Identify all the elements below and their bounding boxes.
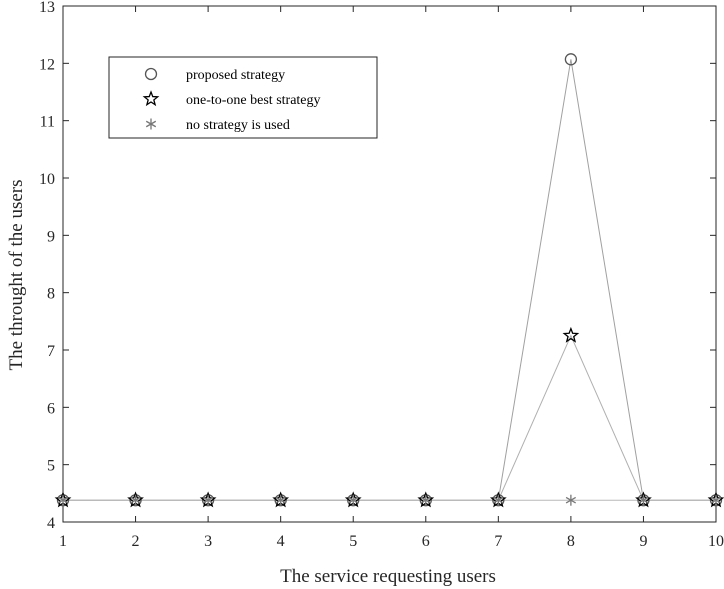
- x-tick-label: 1: [59, 533, 67, 550]
- y-tick-label: 11: [40, 114, 55, 131]
- series-2-point: [275, 494, 286, 506]
- series-2-point: [493, 494, 504, 506]
- x-tick-label: 10: [708, 533, 724, 550]
- series-2-point-shape: [493, 496, 504, 504]
- series-2-point-shape: [130, 496, 141, 504]
- x-tick-label: 5: [349, 533, 357, 550]
- y-tick-label: 12: [39, 56, 55, 73]
- x-tick-label: 6: [422, 533, 430, 550]
- series-2-point: [420, 494, 431, 506]
- x-axis-title: The service requesting users: [280, 566, 496, 587]
- series-2-point: [57, 494, 69, 506]
- series-0-point-shape: [564, 53, 578, 66]
- series-line-1: [63, 334, 716, 501]
- series-2-point: [565, 494, 576, 506]
- x-tick-label: 4: [277, 533, 285, 550]
- legend: proposed strategy one-to-one best strateg…: [108, 56, 378, 139]
- series-2-point-shape: [203, 496, 214, 504]
- legend-marker: [144, 67, 158, 81]
- series-2-point: [710, 494, 722, 506]
- y-tick-label: 10: [39, 171, 55, 188]
- series-2-point-shape: [57, 496, 69, 504]
- x-tick-label: 9: [639, 533, 647, 550]
- series-1-point: [562, 326, 580, 343]
- legend-box: [108, 56, 378, 139]
- y-tick-label: 6: [47, 400, 55, 417]
- series-2-point: [203, 494, 214, 506]
- y-tick-label: 13: [39, 0, 55, 16]
- x-tick-label: 2: [132, 533, 140, 550]
- series-0-point: [564, 53, 578, 66]
- y-tick-label: 5: [47, 458, 55, 475]
- y-tick-label: 7: [47, 343, 55, 360]
- series-2-point: [348, 494, 359, 506]
- series-2-point-shape: [638, 496, 649, 504]
- legend-marker-shape: [145, 120, 157, 128]
- x-tick-label: 7: [494, 533, 502, 550]
- x-tick-label: 3: [204, 533, 212, 550]
- series-2-point: [130, 494, 141, 506]
- legend-marker: [145, 118, 157, 130]
- y-tick-label: 9: [47, 228, 55, 245]
- series-2-point-shape: [710, 496, 722, 504]
- legend-marker: [142, 90, 160, 107]
- x-tick-label: 8: [567, 533, 575, 550]
- y-tick-label: 8: [47, 286, 55, 303]
- legend-label: one-to-one best strategy: [186, 93, 321, 108]
- legend-label: no strategy is used: [186, 118, 290, 133]
- series-2-point: [638, 494, 649, 506]
- y-axis-title: The throught of the users: [6, 179, 27, 370]
- legend-label: proposed strategy: [186, 68, 285, 83]
- legend-marker-shape: [142, 90, 160, 107]
- legend-marker-shape: [144, 67, 158, 81]
- plot-frame: [62, 5, 717, 523]
- series-2-point-shape: [420, 496, 431, 504]
- series-1-point-shape: [562, 326, 580, 343]
- series-2-point-shape: [565, 496, 576, 504]
- y-tick-label: 4: [47, 515, 55, 532]
- series-2-point-shape: [348, 496, 359, 504]
- series-2-point-shape: [275, 496, 286, 504]
